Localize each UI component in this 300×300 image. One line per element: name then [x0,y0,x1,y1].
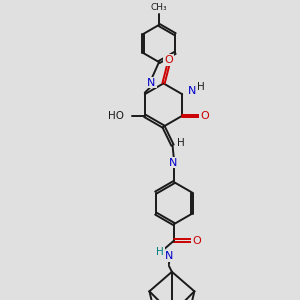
Text: O: O [164,55,173,65]
Text: O: O [200,111,209,121]
Text: H: H [177,138,185,148]
Text: CH₃: CH₃ [151,3,167,12]
Text: N: N [169,158,178,168]
Text: H: H [156,247,164,257]
Text: N: N [147,77,156,88]
Text: H: H [197,82,205,92]
Text: O: O [192,236,201,246]
Text: N: N [188,86,196,96]
Text: N: N [165,251,174,261]
Text: HO: HO [108,111,124,121]
